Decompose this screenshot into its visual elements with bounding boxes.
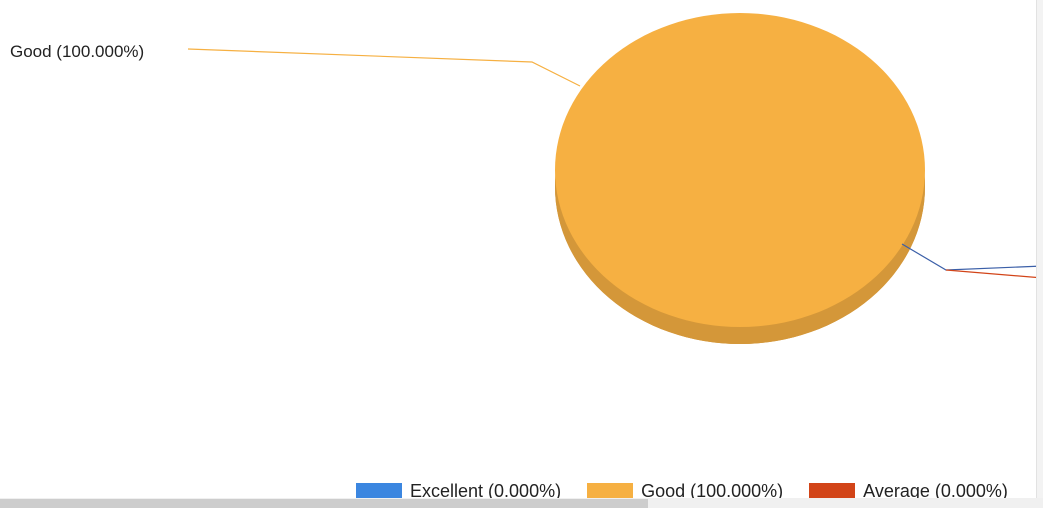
leader-line-excellent	[901, 243, 1043, 271]
pie-slice-good	[555, 13, 925, 327]
legend-swatch-excellent	[356, 483, 402, 499]
scrollbar-thumb[interactable]	[0, 499, 648, 508]
legend-item-good: Good (100.000%)	[587, 481, 783, 502]
leader-line-good	[187, 48, 581, 87]
leader-lines	[187, 48, 1043, 279]
legend-label-good: Good (100.000%)	[641, 480, 784, 501]
chart-legend: Excellent (0.000%) Good (100.000%) Avera…	[356, 476, 1043, 506]
horizontal-scrollbar[interactable]	[0, 498, 1043, 508]
legend-label-excellent: Excellent (0.000%)	[410, 480, 562, 501]
legend-swatch-average	[809, 483, 856, 499]
legend-swatch-good	[587, 483, 634, 499]
data-label-good: Good (100.000%)	[10, 42, 144, 61]
leader-line-average	[945, 269, 1043, 279]
legend-item-average: Average (0.000%)	[809, 481, 1008, 502]
right-panel-edge	[1036, 0, 1043, 498]
legend-item-excellent: Excellent (0.000%)	[356, 481, 561, 502]
pie-layer	[555, 13, 925, 344]
legend-label-average: Average (0.000%)	[863, 480, 1008, 501]
